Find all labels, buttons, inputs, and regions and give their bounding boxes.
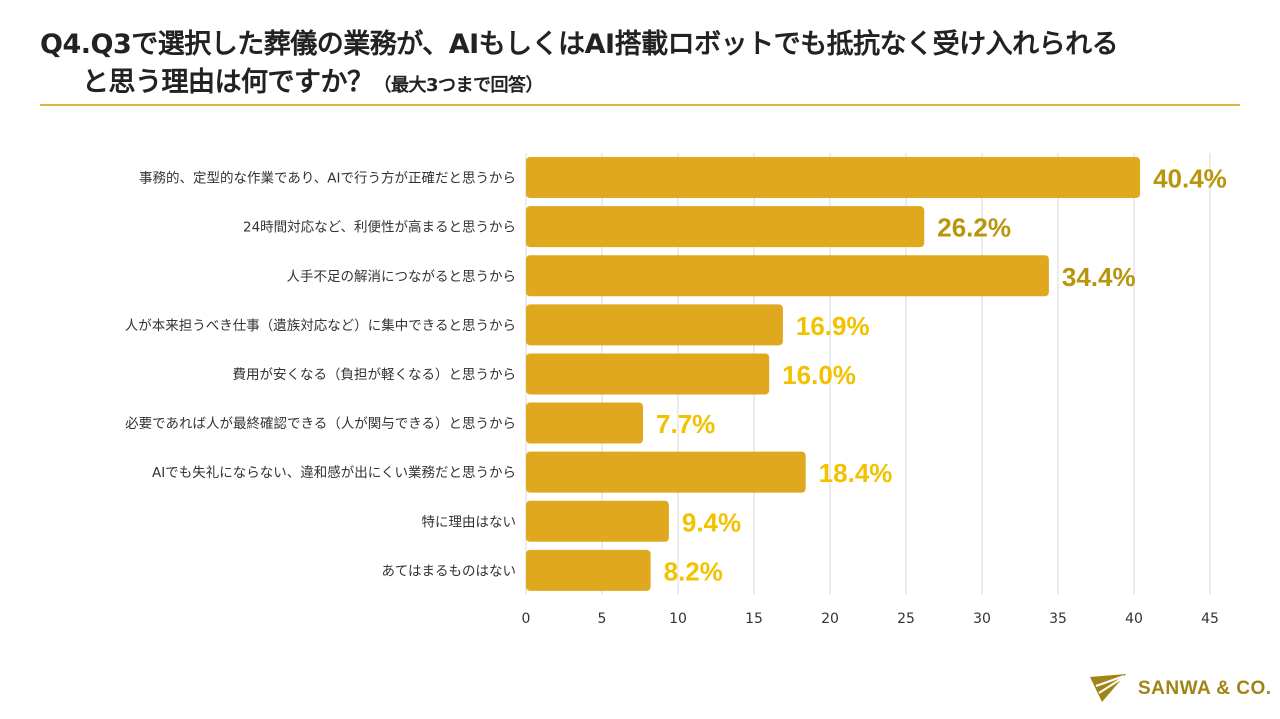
category-label: あてはまるものはない	[382, 563, 516, 579]
category-label: 費用が安くなる（負担が軽くなる）と思うから	[233, 367, 517, 383]
data-label: 18.4%	[819, 458, 893, 488]
category-label: AIでも失礼にならない、違和感が出にくい業務だと思うから	[152, 464, 516, 481]
bar	[526, 353, 770, 395]
data-label: 7.7%	[656, 409, 715, 439]
category-label: 人手不足の解消につながると思うから	[287, 269, 517, 285]
data-label: 26.2%	[937, 213, 1011, 243]
category-label: 必要であれば人が最終確認できる（人が関与できる）と思うから	[125, 416, 516, 432]
title-divider	[40, 104, 1240, 106]
bar	[526, 206, 925, 248]
bar	[526, 451, 806, 493]
x-tick-label: 25	[897, 611, 915, 627]
bar	[526, 255, 1049, 297]
x-tick-label: 35	[1049, 611, 1067, 627]
x-tick-label: 15	[745, 611, 763, 627]
bar	[526, 157, 1141, 199]
category-label: 事務的、定型的な作業であり、AIで行う方が正確だと思うから	[139, 171, 516, 187]
x-tick-label: 0	[522, 611, 531, 627]
category-label: 特に理由はない	[422, 514, 517, 530]
bar	[526, 549, 651, 591]
chart-title-line1: Q4.Q3で選択した葬儀の業務が、AIもしくはAI搭載ロボットでも抵抗なく受け入…	[40, 29, 1119, 60]
chart-title-question: と思う理由は何ですか？	[82, 67, 374, 98]
chart-title-line2: と思う理由は何ですか？（最大3つまで回答）	[82, 60, 544, 99]
bar	[526, 500, 669, 542]
bar	[526, 402, 644, 444]
data-label: 16.0%	[782, 360, 856, 390]
data-label: 16.9%	[796, 311, 870, 341]
category-label: 人が本来担うべき仕事（遺族対応など）に集中できると思うから	[125, 318, 516, 334]
category-label: 24時間対応など、利便性が高まると思うから	[243, 219, 516, 236]
x-tick-label: 10	[669, 611, 687, 627]
x-tick-label: 45	[1201, 611, 1219, 627]
x-tick-label: 20	[821, 611, 839, 627]
brand-name: SANWA & CO.	[1138, 678, 1272, 699]
data-label: 40.4%	[1153, 164, 1227, 194]
chart-title-note: （最大3つまで回答）	[373, 75, 544, 96]
x-tick-label: 30	[973, 611, 991, 627]
data-label: 34.4%	[1062, 262, 1136, 292]
data-label: 9.4%	[682, 507, 741, 537]
logo-mark-icon	[1090, 674, 1126, 702]
x-tick-label: 40	[1125, 611, 1143, 627]
brand-logo: SANWA & CO.	[1090, 674, 1272, 704]
data-label: 8.2%	[664, 556, 723, 586]
bar	[526, 304, 783, 346]
x-tick-label: 5	[598, 611, 607, 627]
